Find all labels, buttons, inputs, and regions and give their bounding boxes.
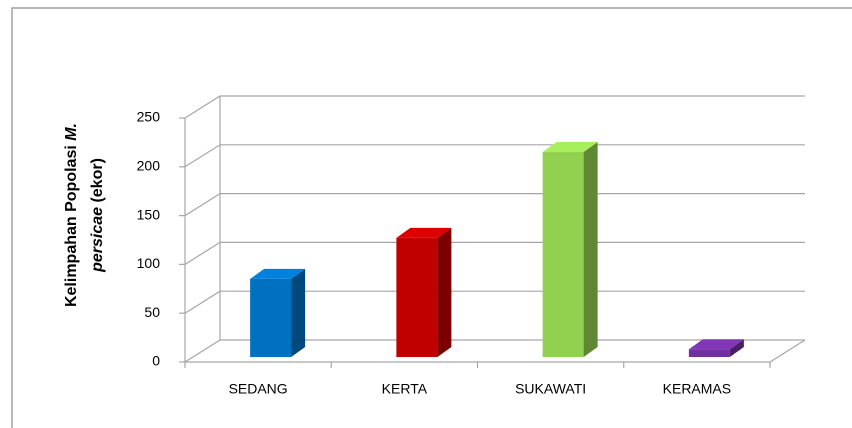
x-tick-label: KERTA	[382, 381, 428, 397]
grid-line	[184, 339, 805, 363]
grid-line	[184, 290, 805, 314]
x-tick-label: SUKAWATI	[515, 381, 586, 397]
grid-line	[184, 193, 805, 217]
bar-top	[396, 227, 452, 238]
y-axis-title: Kelimpahan Popolasi M. persicae (ekor)	[63, 123, 106, 307]
bar-side	[583, 142, 598, 357]
y-title-part: M.	[63, 123, 80, 141]
bar-top	[542, 142, 598, 153]
bar-front	[250, 278, 292, 357]
grid-line	[184, 95, 805, 119]
y-tick-label: 100	[137, 255, 161, 271]
bar-top	[250, 268, 306, 279]
y-tick-label: 150	[137, 206, 161, 222]
y-title-part: (ekor)	[89, 158, 106, 207]
bar-front	[542, 152, 584, 357]
y-title-line: persicae (ekor)	[89, 158, 106, 273]
bar-side	[437, 227, 452, 357]
y-title-part: persicae	[89, 207, 106, 273]
bar-side	[729, 339, 744, 357]
y-tick-label: 250	[137, 109, 161, 125]
grid-line	[184, 144, 805, 168]
x-tick-label: SEDANG	[229, 381, 288, 397]
bar-front	[396, 237, 438, 357]
y-tick-label: 200	[137, 158, 161, 174]
frame	[11, 7, 852, 428]
bar-side	[291, 268, 306, 357]
y-tick-label: 50	[144, 304, 160, 320]
bar-top	[688, 339, 744, 350]
x-tick-label: KERAMAS	[663, 381, 731, 397]
y-title-line: Kelimpahan Popolasi M.	[63, 123, 80, 307]
y-title-part: Kelimpahan Popolasi	[63, 141, 80, 307]
y-tick-label: 0	[152, 353, 160, 369]
bar-front	[688, 349, 730, 357]
grid-line	[184, 241, 805, 265]
